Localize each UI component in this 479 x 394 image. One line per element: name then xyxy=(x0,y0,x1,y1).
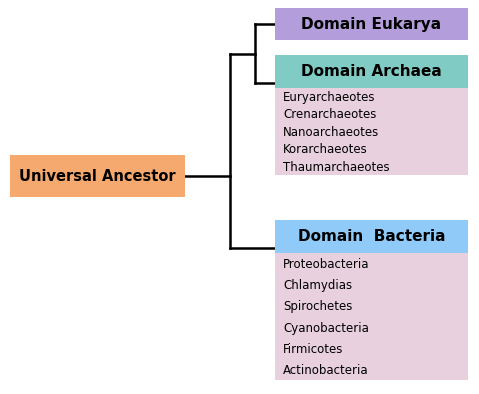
Text: Thaumarchaeotes: Thaumarchaeotes xyxy=(283,161,389,174)
Bar xyxy=(275,220,468,380)
Text: Domain Eukarya: Domain Eukarya xyxy=(301,17,442,32)
Text: Universal Ancestor: Universal Ancestor xyxy=(19,169,176,184)
Bar xyxy=(275,55,468,88)
Text: Korarchaeotes: Korarchaeotes xyxy=(283,143,368,156)
Text: Domain Archaea: Domain Archaea xyxy=(301,64,442,79)
Text: Firmicotes: Firmicotes xyxy=(283,343,343,356)
Text: Nanoarchaeotes: Nanoarchaeotes xyxy=(283,126,379,139)
Text: Chlamydias: Chlamydias xyxy=(283,279,352,292)
Bar xyxy=(275,8,468,40)
Bar xyxy=(275,55,468,175)
Text: Spirochetes: Spirochetes xyxy=(283,301,353,314)
Bar xyxy=(10,155,185,197)
Text: Cyanobacteria: Cyanobacteria xyxy=(283,322,369,335)
Text: Proteobacteria: Proteobacteria xyxy=(283,258,369,271)
Text: Euryarchaeotes: Euryarchaeotes xyxy=(283,91,376,104)
Text: Crenarchaeotes: Crenarchaeotes xyxy=(283,108,376,121)
Text: Domain  Bacteria: Domain Bacteria xyxy=(298,229,445,244)
Bar xyxy=(275,220,468,253)
Text: Actinobacteria: Actinobacteria xyxy=(283,364,369,377)
